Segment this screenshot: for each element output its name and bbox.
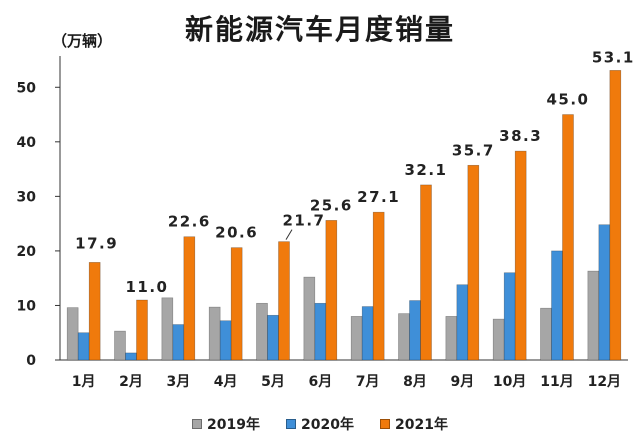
bar-2020年-6月	[314, 302, 327, 361]
data-label-2021: 21.7	[282, 212, 325, 230]
bar-2021年-2月	[136, 299, 148, 361]
bar-2019年-4月	[208, 306, 221, 361]
x-tick-label: 9月	[450, 374, 474, 390]
data-label-2021: 45.0	[546, 91, 589, 109]
bar-2019年-5月	[256, 302, 268, 361]
bar-2021年-1月	[88, 262, 101, 361]
bar-2020年-7月	[361, 306, 374, 361]
legend-item: 2019年	[192, 414, 260, 434]
bar-2021年-8月	[420, 184, 432, 361]
x-tick-label: 8月	[403, 374, 427, 390]
legend-label: 2020年	[301, 417, 354, 433]
bar-2021年-11月	[562, 114, 574, 361]
bar-2020年-8月	[409, 300, 421, 361]
bar-2019年-2月	[114, 330, 126, 361]
bar-2021年-9月	[467, 164, 480, 361]
x-tick-label: 10月	[493, 374, 526, 390]
bar-2019年-8月	[398, 313, 410, 361]
data-label-2021: 17.9	[75, 234, 118, 252]
data-label-2021: 35.7	[452, 141, 495, 159]
y-tick-label: 10	[17, 298, 37, 314]
data-label-leader	[285, 229, 293, 240]
x-tick-label: 6月	[308, 374, 332, 390]
x-tick-label: 3月	[166, 374, 190, 390]
chart-title: 新能源汽车月度销量	[184, 13, 455, 46]
data-label-2021: 11.0	[125, 278, 168, 296]
legend: 2019年 2020年 2021年	[0, 414, 640, 434]
x-tick-label: 5月	[261, 374, 285, 390]
data-label-2021: 20.6	[215, 224, 258, 242]
bar-2021年-10月	[514, 150, 527, 361]
bar-2019年-1月	[66, 307, 79, 361]
x-tick-label: 4月	[214, 374, 238, 390]
y-tick-label: 0	[26, 353, 36, 369]
bar-2021年-5月	[278, 241, 290, 361]
legend-item: 2020年	[286, 414, 354, 434]
bar-2019年-11月	[540, 307, 552, 361]
bar-2020年-10月	[503, 272, 516, 361]
legend-swatch	[192, 419, 203, 429]
bar-2021年-3月	[183, 236, 196, 361]
y-unit-label: （万辆）	[52, 32, 113, 50]
x-tick-label: 7月	[356, 374, 380, 390]
bar-2019年-6月	[303, 276, 316, 361]
x-tick-label: 1月	[72, 374, 96, 390]
bar-2020年-2月	[125, 352, 137, 361]
bar-2021年-6月	[325, 220, 338, 361]
bar-2020年-9月	[456, 284, 469, 361]
legend-swatch	[286, 419, 297, 429]
x-tick-label: 2月	[119, 374, 143, 390]
legend-item: 2021年	[379, 414, 448, 434]
y-tick-label: 30	[17, 189, 37, 205]
y-tick-label: 40	[17, 135, 37, 151]
bar-2019年-7月	[350, 316, 363, 361]
bar-2020年-3月	[172, 324, 185, 361]
x-tick-label: 11月	[540, 374, 573, 390]
x-tick-label: 12月	[588, 374, 621, 390]
legend-label: 2021年	[394, 417, 448, 433]
data-label-2021: 22.6	[168, 213, 211, 231]
bar-2020年-5月	[267, 314, 279, 361]
data-label-2021: 27.1	[357, 188, 400, 206]
bar-2020年-4月	[219, 320, 232, 361]
bar-2020年-1月	[77, 332, 90, 361]
bar-2020年-12月	[598, 224, 611, 361]
y-tick-label: 20	[17, 244, 37, 260]
data-label-2021: 32.1	[404, 161, 447, 179]
data-label-2021: 38.3	[499, 127, 542, 145]
bar-2019年-10月	[492, 318, 505, 361]
y-tick-label: 50	[17, 80, 37, 96]
bar-2020年-11月	[551, 250, 563, 361]
bar-2021年-7月	[372, 211, 385, 361]
data-label-2021: 25.6	[310, 196, 353, 214]
bar-2019年-12月	[587, 270, 600, 361]
legend-label: 2019年	[207, 417, 261, 433]
legend-swatch	[379, 419, 390, 429]
bar-2021年-12月	[609, 70, 622, 361]
bar-2019年-3月	[161, 297, 174, 361]
data-label-2021: 53.1	[592, 48, 635, 66]
bar-2021年-4月	[230, 247, 243, 361]
bar-2019年-9月	[445, 316, 458, 361]
